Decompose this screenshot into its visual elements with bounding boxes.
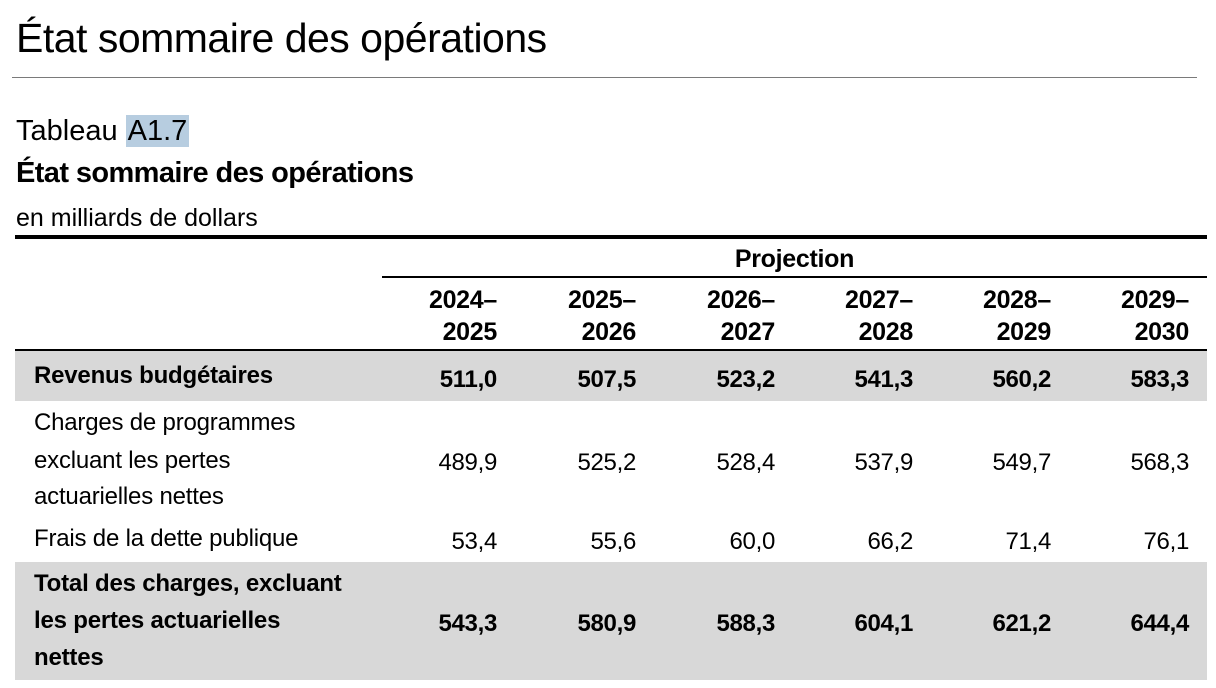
header-bottom-rule — [15, 349, 1207, 351]
year-header-2027: 2026– 2027 — [655, 284, 775, 348]
table-cell: 568,3 — [1130, 449, 1189, 476]
year-header-2028: 2027– 2028 — [793, 284, 913, 348]
projection-rule — [382, 276, 1207, 278]
year-header-2030: 2029– 2030 — [1069, 284, 1189, 348]
table-cell: 580,9 — [577, 610, 636, 637]
table-cell: 489,9 — [438, 449, 497, 476]
table-title: État sommaire des opérations — [16, 157, 414, 189]
table-cell: 560,2 — [992, 366, 1051, 393]
row-label: excluant les pertes — [34, 447, 231, 474]
row-label: les pertes actuarielles — [34, 607, 281, 634]
year-header-line1: 2024– — [428, 286, 497, 314]
table-cell: 543,3 — [438, 610, 497, 637]
table-cell: 604,1 — [854, 610, 913, 637]
table-number: A1.7 — [125, 115, 190, 147]
table-cell: 53,4 — [451, 528, 497, 555]
table-row: Frais de la dette publique 53,4 55,6 60,0 66… — [15, 517, 1207, 562]
table-cell: 528,4 — [716, 449, 775, 476]
table-cell: 60,0 — [729, 528, 775, 555]
year-header-line1: 2028– — [982, 286, 1051, 314]
projection-header: Projection — [734, 245, 855, 273]
table-cell: 66,2 — [867, 528, 913, 555]
table-row: Total des charges, excluant les pertes ac… — [15, 562, 1207, 680]
row-label: Frais de la dette publique — [34, 525, 299, 552]
table-cell: 541,3 — [854, 366, 913, 393]
table-cell: 525,2 — [577, 449, 636, 476]
table-cell: 55,6 — [590, 528, 636, 555]
year-header-line1: 2029– — [1120, 286, 1189, 314]
page-title: État sommaire des opérations — [16, 15, 547, 61]
table-cell: 507,5 — [577, 366, 636, 393]
row-label: nettes — [34, 644, 104, 671]
heading-divider — [12, 77, 1197, 78]
table-top-rule — [15, 235, 1207, 239]
table-cell: 71,4 — [1005, 528, 1051, 555]
table-cell: 644,4 — [1130, 610, 1189, 637]
year-header-line2: 2029 — [996, 318, 1052, 346]
table-label-prefix: Tableau — [16, 115, 118, 147]
year-header-line2: 2026 — [581, 318, 637, 346]
year-header-2026: 2025– 2026 — [516, 284, 636, 348]
table-cell: 549,7 — [992, 449, 1051, 476]
table-cell: 583,3 — [1130, 366, 1189, 393]
table-label: Tableau A1.7 — [16, 114, 190, 149]
table-row: Charges de programmes excluant les pertes… — [15, 401, 1207, 517]
table-cell: 537,9 — [854, 449, 913, 476]
table-cell: 588,3 — [716, 610, 775, 637]
year-header-line2: 2028 — [858, 318, 914, 346]
row-label: Charges de programmes — [34, 409, 296, 436]
table-cell: 523,2 — [716, 366, 775, 393]
year-header-2029: 2028– 2029 — [931, 284, 1051, 348]
table-units: en milliards de dollars — [16, 204, 258, 232]
table-cell: 76,1 — [1143, 528, 1189, 555]
row-label: actuarielles nettes — [34, 483, 224, 510]
year-header-line1: 2026– — [706, 286, 775, 314]
year-header-line2: 2027 — [720, 318, 776, 346]
row-label: Total des charges, excluant — [34, 570, 342, 597]
year-header-line1: 2027– — [844, 286, 913, 314]
table-row: Revenus budgétaires 511,0 507,5 523,2 541,3 5… — [15, 351, 1207, 401]
row-label: Revenus budgétaires — [34, 362, 273, 389]
table-cell: 621,2 — [992, 610, 1051, 637]
year-header-line2: 2025 — [442, 318, 498, 346]
year-header-2025: 2024– 2025 — [377, 284, 497, 348]
year-header-line1: 2025– — [567, 286, 636, 314]
table-cell: 511,0 — [439, 366, 498, 393]
year-header-line2: 2030 — [1134, 318, 1190, 346]
